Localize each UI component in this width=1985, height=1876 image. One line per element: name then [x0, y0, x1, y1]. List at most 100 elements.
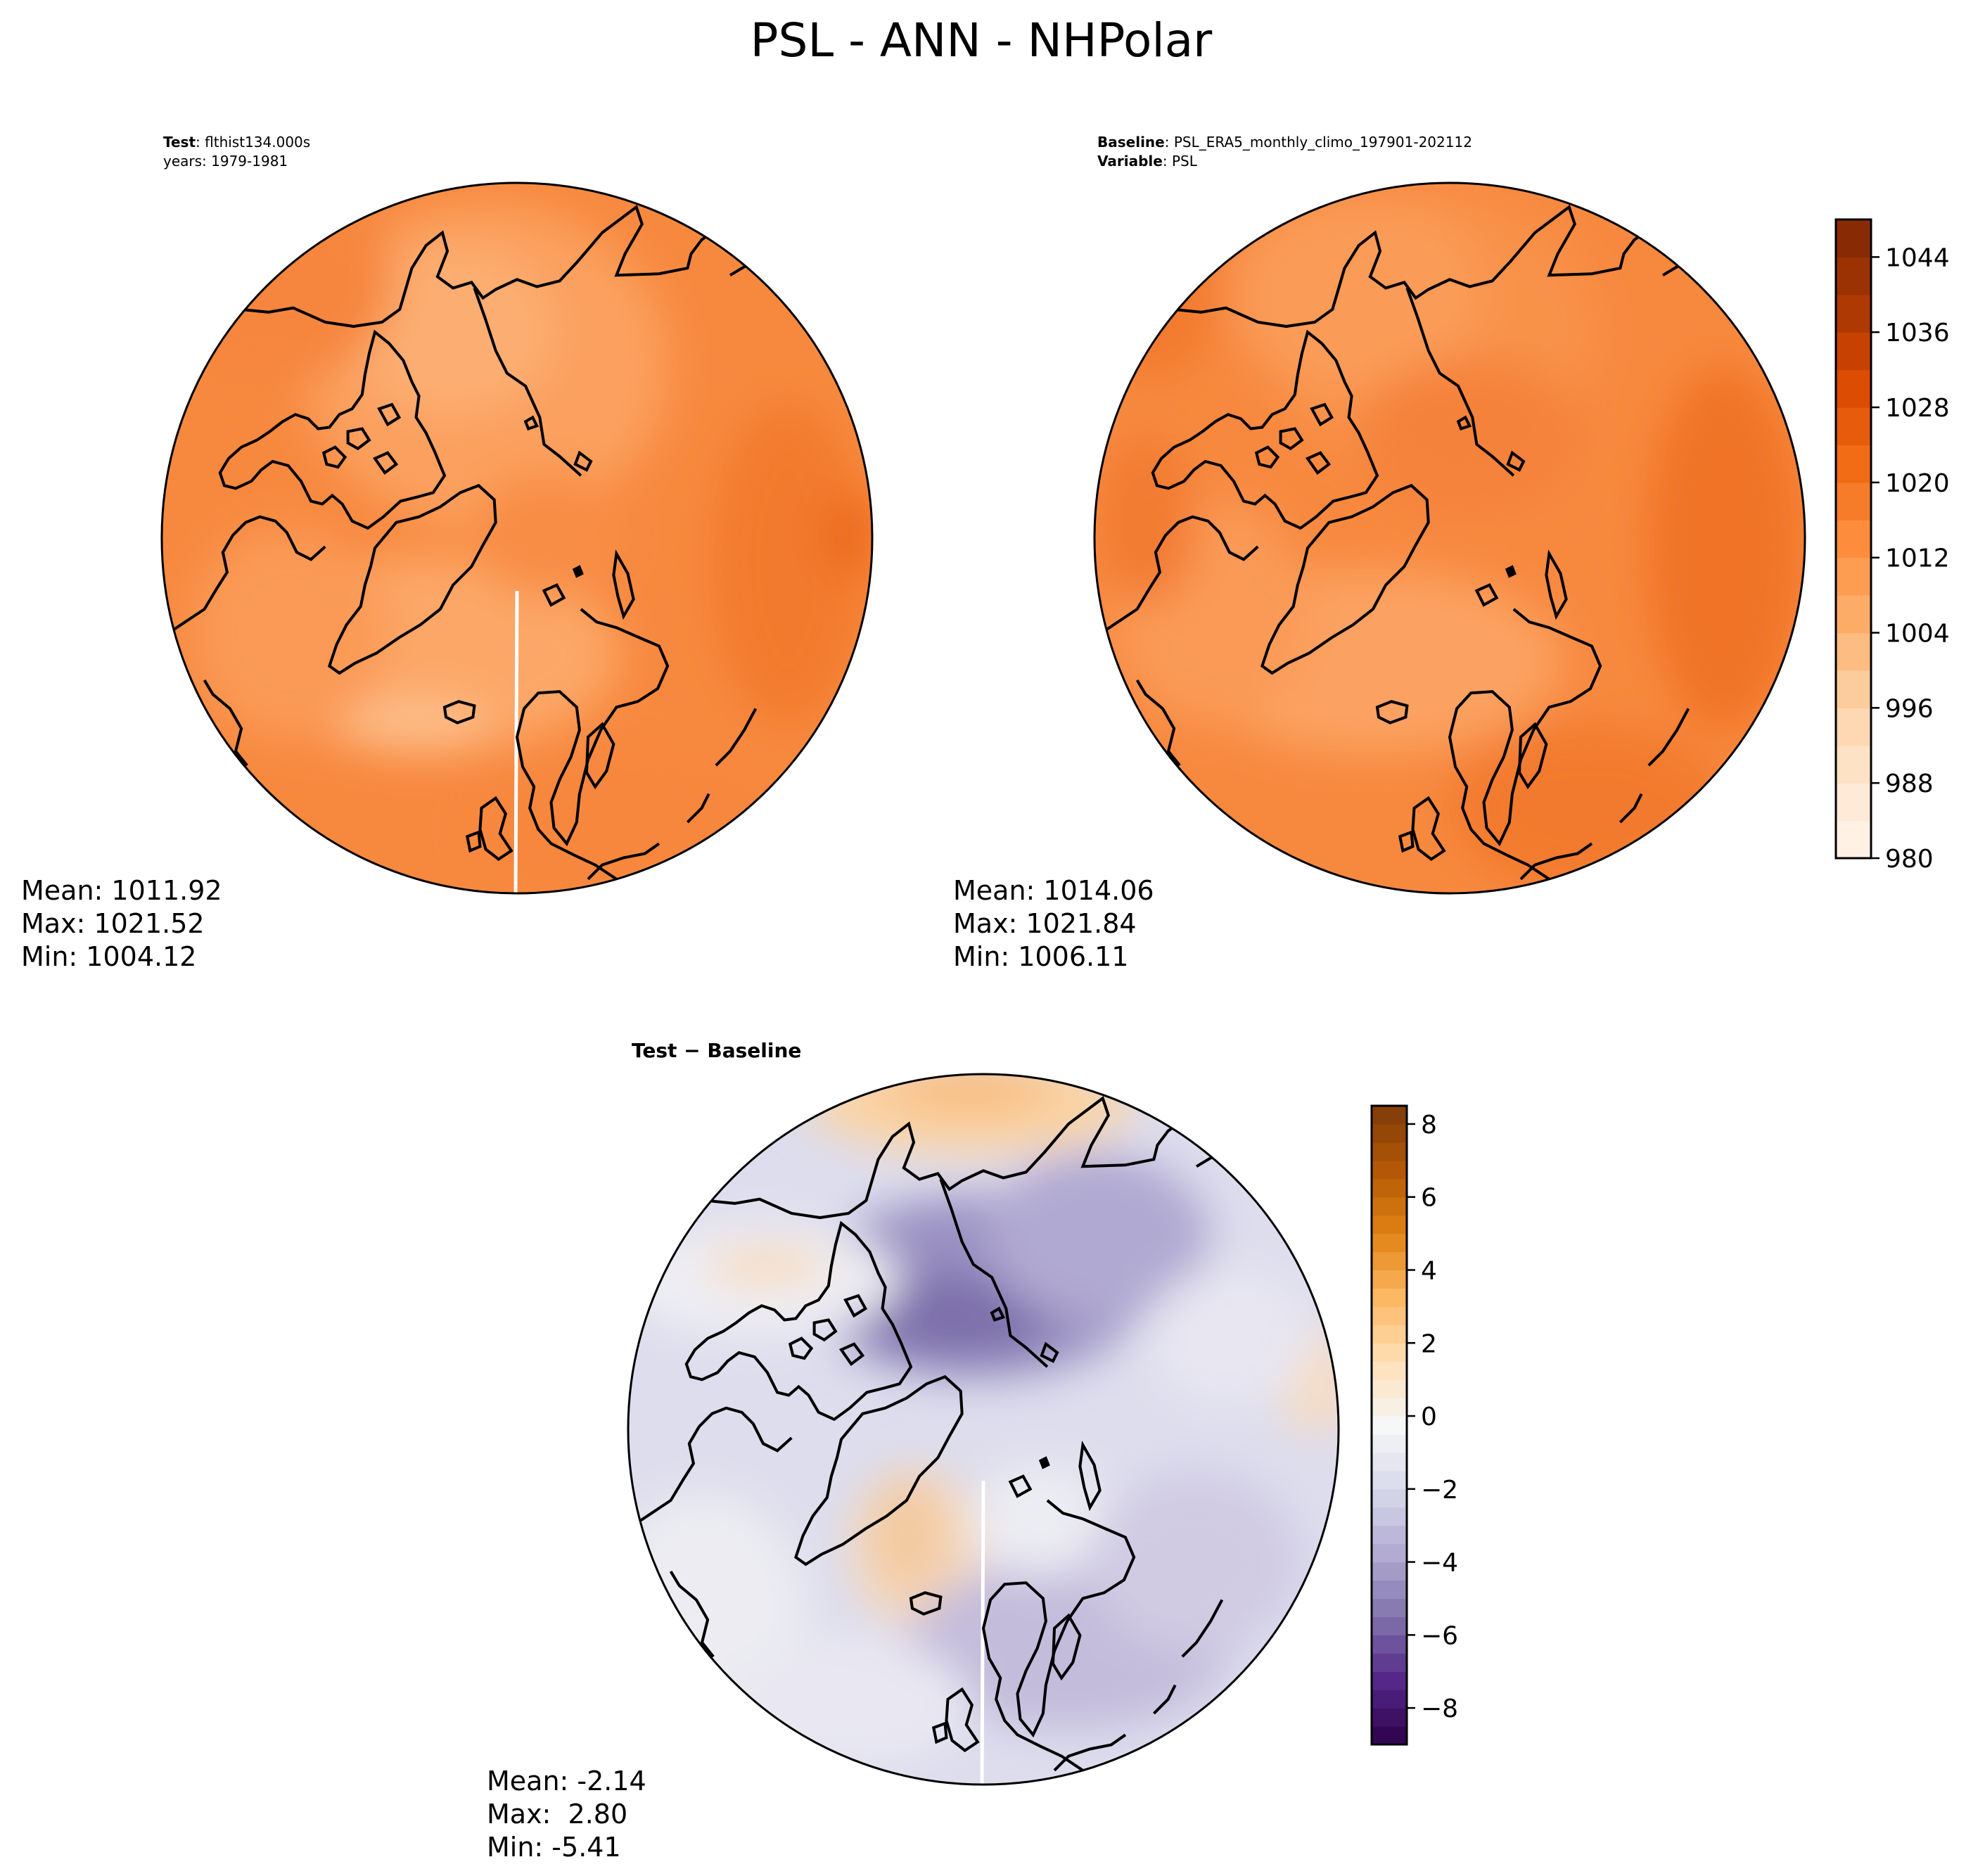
- map-difference-border: [627, 1073, 1340, 1786]
- colorbar-difference-level: [1372, 1708, 1407, 1727]
- colorbar-difference-level: [1372, 1123, 1407, 1143]
- map-baseline-border: [1093, 181, 1806, 895]
- colorbar-difference-tick-label: 6: [1421, 1184, 1437, 1213]
- colorbar-difference-tick-label: −2: [1421, 1476, 1458, 1505]
- colorbar-difference-level: [1372, 1562, 1407, 1581]
- colorbar-psl-level: [1836, 520, 1871, 559]
- panel-test-mean: Mean: 1011.92: [21, 875, 222, 906]
- colorbar-psl-level: [1836, 407, 1871, 446]
- colorbar-difference-level: [1372, 1726, 1407, 1745]
- colorbar-difference-level: [1372, 1543, 1407, 1563]
- colorbar-psl-level: [1836, 745, 1871, 784]
- panel-test: Test: flthist134.000s years: 1979-1981: [21, 134, 874, 972]
- colorbar-difference-level: [1372, 1361, 1407, 1380]
- panel-baseline: Baseline: PSL_ERA5_monthly_climo_197901-…: [953, 134, 1950, 972]
- panel-difference-mean: Mean: -2.14: [487, 1766, 646, 1797]
- panel-test-header-label: Test: [163, 134, 196, 151]
- colorbar-psl-tick-label: 988: [1885, 770, 1934, 798]
- colorbar-difference-level: [1372, 1488, 1407, 1508]
- colorbar-psl-tick-label: 1012: [1885, 544, 1950, 573]
- colorbar-difference-level: [1372, 1288, 1407, 1307]
- colorbar-difference-level: [1372, 1398, 1407, 1417]
- colorbar-difference-level: [1372, 1160, 1407, 1180]
- colorbar-psl-tick-label: 996: [1885, 694, 1934, 723]
- panel-difference: Test − Baseline: [487, 1039, 1458, 1863]
- colorbar-difference-level: [1372, 1270, 1407, 1289]
- colorbar-difference-level: [1372, 1178, 1407, 1198]
- map-baseline: [1094, 183, 1805, 893]
- colorbar-difference-level: [1372, 1343, 1407, 1362]
- colorbar-difference-level: [1372, 1251, 1407, 1271]
- colorbar-difference-tick-label: −6: [1421, 1621, 1458, 1650]
- colorbar-difference-level: [1372, 1653, 1407, 1672]
- colorbar-psl-level: [1836, 708, 1871, 746]
- colorbar-difference-level: [1372, 1635, 1407, 1654]
- map-difference: [628, 1074, 1339, 1785]
- colorbar-difference-level: [1372, 1616, 1407, 1635]
- colorbar-psl-tick-label: 980: [1885, 845, 1934, 874]
- colorbar-psl-level: [1836, 294, 1871, 333]
- panel-difference-min: Min: -5.41: [487, 1832, 621, 1863]
- panel-test-header-line-1: Test: flthist134.000s: [163, 134, 310, 151]
- colorbar-psl-frame: [1834, 218, 1872, 860]
- colorbar-psl: 980 988 996 1004 1012 1020 1028 1036 1044: [1834, 218, 1950, 874]
- map-test-border: [160, 181, 874, 895]
- colorbar-psl-level: [1836, 332, 1871, 371]
- figure-title: PSL - ANN - NHPolar: [751, 13, 1213, 68]
- colorbar-difference-tick-label: 0: [1421, 1403, 1437, 1431]
- colorbar-psl-level: [1836, 670, 1871, 708]
- colorbar-difference-tick-label: 2: [1421, 1329, 1437, 1358]
- colorbar-difference-level: [1372, 1690, 1407, 1709]
- panel-test-header-sep: :: [196, 134, 205, 151]
- colorbar-psl-tick-label: 1004: [1885, 620, 1950, 649]
- colorbar-difference-tick-label: 8: [1421, 1111, 1437, 1140]
- colorbar-difference: −8 −6 −4 −2 0 2 4 6 8: [1370, 1104, 1458, 1746]
- colorbar-psl-level: [1836, 445, 1871, 483]
- panel-baseline-case-name: PSL_ERA5_monthly_climo_197901-202112: [1174, 134, 1472, 151]
- colorbar-psl-level: [1836, 482, 1871, 521]
- panel-test-max: Max: 1021.52: [21, 908, 205, 939]
- colorbar-psl-level: [1836, 783, 1871, 822]
- colorbar-difference-level: [1372, 1434, 1407, 1453]
- colorbar-difference-tick-label: 4: [1421, 1256, 1437, 1285]
- colorbar-difference-level: [1372, 1470, 1407, 1490]
- colorbar-difference-level: [1372, 1671, 1407, 1690]
- panel-baseline-header-sep: :: [1165, 134, 1174, 151]
- panel-difference-max: Max: 2.80: [487, 1799, 627, 1830]
- colorbar-difference-level: [1372, 1580, 1407, 1600]
- map-test: [162, 183, 872, 893]
- colorbar-difference-level: [1372, 1416, 1407, 1435]
- colorbar-psl-level: [1836, 219, 1871, 258]
- panel-baseline-mean: Mean: 1014.06: [953, 875, 1154, 906]
- panel-baseline-max: Max: 1021.84: [953, 908, 1137, 939]
- panel-baseline-header-line-1: Baseline: PSL_ERA5_monthly_climo_197901-…: [1097, 134, 1472, 151]
- colorbar-psl-level: [1836, 257, 1871, 295]
- panel-test-case-name: flthist134.000s: [205, 134, 310, 151]
- colorbar-psl-level: [1836, 369, 1871, 408]
- colorbar-difference-level: [1372, 1197, 1407, 1216]
- panel-baseline-variable-sep: :: [1163, 153, 1172, 170]
- colorbar-difference-level: [1372, 1106, 1407, 1125]
- panel-baseline-variable-label: Variable: [1097, 153, 1163, 170]
- panel-test-min: Min: 1004.12: [21, 941, 196, 972]
- panel-difference-header: Test − Baseline: [632, 1039, 801, 1062]
- colorbar-difference-level: [1372, 1507, 1407, 1526]
- colorbar-psl-tick-label: 1020: [1885, 469, 1950, 498]
- colorbar-psl-level: [1836, 557, 1871, 596]
- colorbar-difference-level: [1372, 1452, 1407, 1472]
- panel-baseline-variable-name: PSL: [1172, 153, 1198, 170]
- colorbar-psl-tick-label: 1044: [1885, 243, 1950, 272]
- colorbar-difference-tick-label: −4: [1421, 1549, 1458, 1578]
- colorbar-difference-level: [1372, 1325, 1407, 1344]
- colorbar-difference-level: [1372, 1598, 1407, 1617]
- panel-test-years: years: 1979-1981: [163, 153, 288, 170]
- colorbar-difference-level: [1372, 1379, 1407, 1398]
- colorbar-difference-level: [1372, 1215, 1407, 1234]
- colorbar-psl-tick-label: 1028: [1885, 394, 1950, 423]
- panel-baseline-min: Min: 1006.11: [953, 941, 1128, 972]
- colorbar-difference-tick-label: −8: [1421, 1695, 1458, 1723]
- colorbar-difference-frame: [1370, 1104, 1408, 1746]
- panel-baseline-header-label: Baseline: [1097, 134, 1165, 151]
- colorbar-psl-tick-label: 1036: [1885, 319, 1950, 347]
